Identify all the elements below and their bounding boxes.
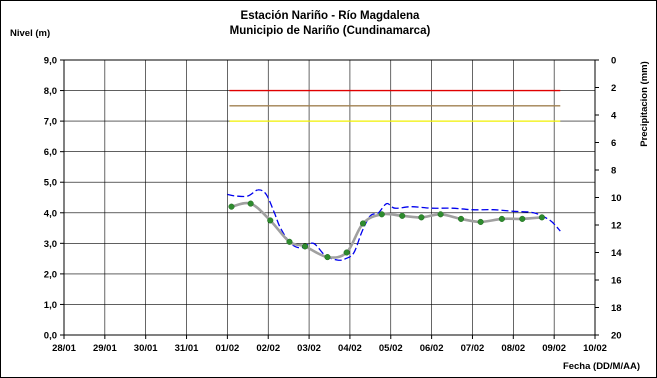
x-tick-label: 03/02 (297, 343, 321, 354)
data-point-marker (324, 254, 331, 261)
y2-tick-label: 16 (611, 276, 622, 287)
x-tick-label: 02/02 (256, 343, 280, 354)
data-point-marker (498, 215, 505, 222)
y-tick-label: 0,0 (44, 331, 57, 342)
x-axis-title: Fecha (DD/M/AA) (563, 361, 640, 372)
x-tick-label: 10/02 (583, 343, 607, 354)
data-point-marker (228, 203, 235, 210)
y-tick-label: 7,0 (44, 117, 57, 128)
x-tick-label: 01/02 (215, 343, 239, 354)
data-point-marker (437, 211, 444, 218)
data-point-marker (457, 215, 465, 222)
y-tick-label: 1,0 (44, 300, 57, 311)
chart-subtitle: Municipio de Nariño (Cundinamarca) (230, 25, 431, 37)
tick-labels: 28/01 29/01 30/01 31/01 01/02 02/02 03/02 04/02… (44, 56, 623, 355)
y-tick-label: 9,0 (44, 56, 57, 67)
chart-title: Estación Nariño - Río Magdalena (241, 10, 421, 22)
data-point-marker (399, 212, 406, 219)
y2-tick-label: 4 (611, 111, 617, 122)
x-tick-label: 09/02 (542, 343, 566, 354)
y-tick-label: 8,0 (44, 86, 57, 97)
y-tick-label: 3,0 (44, 239, 57, 250)
plot-area (63, 59, 596, 336)
y2-tick-label: 6 (611, 138, 616, 149)
data-point-marker (418, 214, 425, 221)
data-point-marker (477, 218, 484, 225)
y-tick-label: 5,0 (44, 178, 57, 189)
data-point-marker (538, 214, 545, 221)
x-tick-label: 04/02 (338, 343, 362, 354)
x-tick-label: 06/02 (420, 343, 444, 354)
data-point-marker (378, 211, 385, 218)
y2-tick-label: 10 (611, 193, 622, 204)
y-axis-title: Nivel (m) (10, 28, 50, 39)
y2-tick-label: 18 (611, 303, 622, 314)
data-point-marker (247, 200, 254, 207)
y2-tick-label: 0 (611, 56, 616, 67)
data-point-marker (343, 249, 350, 256)
data-point-marker (359, 220, 367, 227)
data-point-marker (286, 238, 293, 245)
y2-axis-title: Precipitacion (mm) (639, 61, 650, 147)
y2-tick-label: 12 (611, 221, 622, 232)
threshold-lines (229, 89, 561, 122)
x-tick-label: 29/01 (93, 343, 117, 354)
y2-tick-label: 8 (611, 166, 616, 177)
y2-tick-label: 2 (611, 83, 616, 94)
series-line-blue-dashed (227, 189, 561, 261)
x-tick-label: 30/01 (134, 343, 158, 354)
data-point-marker (301, 243, 309, 250)
series (227, 189, 561, 261)
data-point-marker (267, 217, 274, 224)
y-tick-label: 4,0 (44, 208, 57, 219)
y-tick-label: 2,0 (44, 269, 57, 280)
x-tick-label: 08/02 (501, 343, 525, 354)
y2-tick-label: 20 (611, 331, 622, 342)
x-tick-label: 07/02 (461, 343, 485, 354)
x-tick-label: 28/01 (52, 343, 76, 354)
x-tick-label: 31/01 (175, 343, 199, 354)
y2-tick-label: 14 (611, 248, 622, 259)
x-tick-label: 05/02 (379, 343, 403, 354)
data-point-marker (519, 215, 526, 222)
y-tick-label: 6,0 (44, 147, 57, 158)
